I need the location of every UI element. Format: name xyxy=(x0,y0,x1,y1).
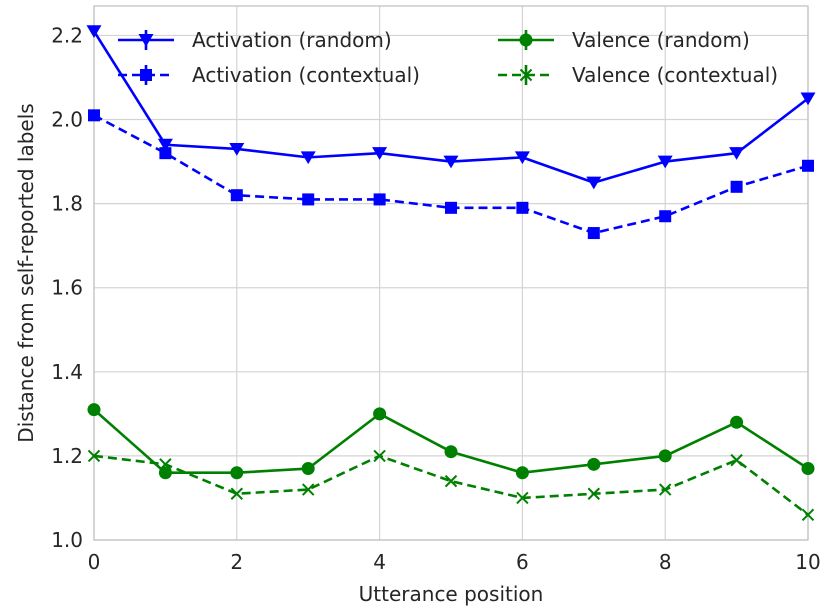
data-point xyxy=(373,193,386,206)
data-point xyxy=(730,415,744,429)
data-point xyxy=(229,142,245,156)
data-point xyxy=(587,487,601,500)
x-tick-label: 0 xyxy=(88,550,101,574)
x-tick-label: 4 xyxy=(373,550,386,574)
data-point xyxy=(514,151,530,165)
y-axis-ticks: 1.0 1.2 1.4 1.6 1.8 2.0 2.2 xyxy=(51,23,83,552)
series xyxy=(87,403,815,480)
y-tick-label: 1.8 xyxy=(51,192,83,216)
data-point xyxy=(519,68,533,82)
data-point xyxy=(519,33,533,47)
data-point xyxy=(658,449,672,463)
data-point xyxy=(302,193,315,206)
x-axis-label: Utterance position xyxy=(359,582,544,606)
data-point xyxy=(373,407,387,421)
data-point xyxy=(730,180,743,193)
data-point xyxy=(658,483,672,496)
legend-label: Activation (random) xyxy=(192,28,392,52)
data-point xyxy=(88,109,100,122)
data-point xyxy=(373,449,386,463)
series-layer xyxy=(86,25,816,521)
data-point xyxy=(586,176,602,190)
data-point xyxy=(372,147,388,160)
x-marker-stroke xyxy=(658,483,672,496)
data-point xyxy=(157,138,173,152)
data-point xyxy=(87,403,101,417)
data-point xyxy=(159,458,172,471)
data-point xyxy=(515,466,529,480)
y-tick-label: 2.2 xyxy=(51,23,83,47)
x-marker-stroke xyxy=(801,508,815,521)
data-point xyxy=(445,201,457,214)
x-tick-label: 8 xyxy=(659,550,672,574)
data-point xyxy=(301,462,315,476)
x-marker-stroke xyxy=(373,449,386,463)
data-point xyxy=(730,453,743,467)
x-marker-stroke xyxy=(87,449,101,463)
data-point xyxy=(801,508,815,521)
data-point xyxy=(444,474,458,488)
data-point xyxy=(659,210,672,223)
y-tick-label: 1.0 xyxy=(51,528,83,552)
data-point xyxy=(444,445,458,459)
data-point xyxy=(158,466,172,480)
legend-item: Activation (random) xyxy=(118,28,392,52)
data-point xyxy=(516,201,529,214)
x-tick-label: 2 xyxy=(230,550,243,574)
data-point xyxy=(587,457,601,471)
data-point xyxy=(802,159,814,172)
data-point xyxy=(301,483,315,496)
data-point xyxy=(516,491,529,505)
data-point xyxy=(86,25,102,38)
data-point xyxy=(87,449,101,463)
data-point xyxy=(657,155,673,169)
legend-item: Activation (contextual) xyxy=(118,63,420,87)
series-line xyxy=(93,454,809,516)
series-line xyxy=(93,408,809,475)
x-marker-stroke xyxy=(587,487,601,500)
series xyxy=(86,25,816,190)
x-marker-stroke xyxy=(519,68,533,82)
data-point xyxy=(800,92,816,106)
plot-frame xyxy=(93,5,809,541)
data-point xyxy=(587,227,600,240)
x-marker-stroke xyxy=(301,483,315,496)
x-marker-stroke xyxy=(159,458,172,471)
x-tick-label: 6 xyxy=(516,550,529,574)
data-point xyxy=(159,147,172,160)
series xyxy=(87,449,815,521)
x-marker-stroke xyxy=(730,453,743,467)
y-tick-label: 2.0 xyxy=(51,108,83,132)
data-point xyxy=(801,462,815,476)
x-marker-stroke xyxy=(516,491,529,505)
data-point xyxy=(140,69,152,81)
legend-label: Valence (contextual) xyxy=(572,63,778,87)
x-tick-label: 10 xyxy=(795,550,820,574)
legend-label: Activation (contextual) xyxy=(192,63,420,87)
data-point xyxy=(230,487,244,500)
y-tick-label: 1.2 xyxy=(51,444,83,468)
data-point xyxy=(230,189,243,202)
data-point xyxy=(300,151,316,165)
data-point xyxy=(230,466,244,480)
y-axis-label: Distance from self-reported labels xyxy=(14,103,38,442)
series xyxy=(88,109,814,240)
y-tick-label: 1.4 xyxy=(51,360,83,384)
data-point xyxy=(138,34,154,47)
legend: Activation (random) Activation (contextua… xyxy=(118,28,778,87)
x-axis-ticks: 0 2 4 6 8 10 xyxy=(88,550,821,574)
data-point xyxy=(443,155,459,169)
data-point xyxy=(729,147,745,160)
legend-item: Valence (random) xyxy=(498,28,750,52)
legend-item: Valence (contextual) xyxy=(498,63,778,87)
y-tick-label: 1.6 xyxy=(51,276,83,300)
x-marker-stroke xyxy=(230,487,244,500)
legend-label: Valence (random) xyxy=(572,28,750,52)
series-line xyxy=(93,114,809,235)
x-marker-stroke xyxy=(444,474,458,488)
